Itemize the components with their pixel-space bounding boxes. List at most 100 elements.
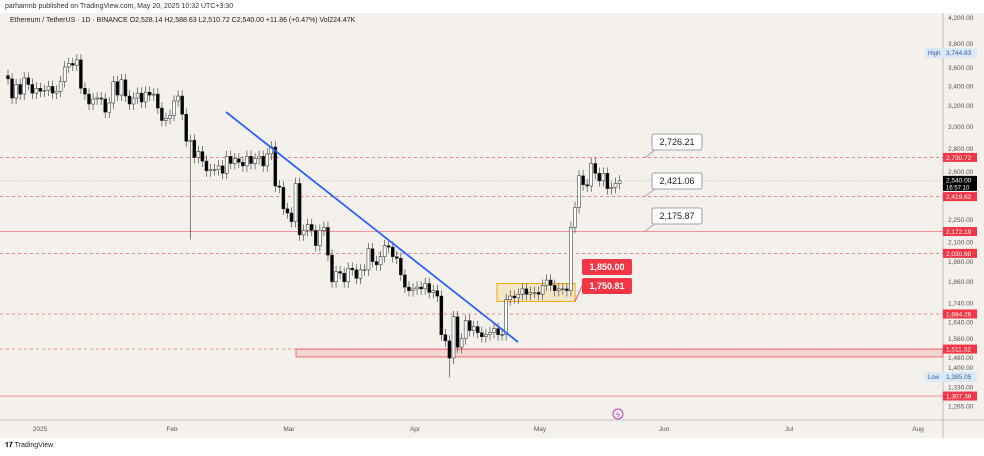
candle-body: [152, 93, 156, 96]
candle-body: [168, 115, 172, 119]
extreme-tag: Low: [928, 375, 940, 381]
candle-body: [107, 102, 111, 113]
candle-body: [67, 63, 71, 68]
candle-body: [103, 98, 107, 113]
candle-body: [83, 88, 87, 95]
candle-body: [524, 288, 529, 295]
candle-body: [156, 93, 160, 109]
candle-body: [79, 59, 83, 89]
time-tick: Mar: [283, 426, 295, 433]
candle-body: [305, 224, 310, 231]
brand-name: TradingView: [14, 442, 54, 449]
candle-body: [342, 272, 346, 283]
candle-body: [548, 279, 553, 286]
range-label-text: 1,850.00: [589, 262, 624, 272]
price-tick: 1,400.00: [948, 365, 974, 372]
candle-body: [91, 98, 95, 105]
candle-body: [589, 163, 593, 187]
candle-body: [354, 269, 359, 279]
candle-body: [172, 100, 176, 116]
candle-body: [613, 183, 618, 188]
candle-body: [338, 271, 342, 274]
candle-body: [257, 156, 261, 159]
candle-body: [208, 169, 213, 172]
level-label: 1,307.39: [946, 394, 972, 401]
candle-body: [488, 332, 492, 335]
price-chart[interactable]: 4,200.00 3,800.00 3,600.00 3,400.00 3,200.00…: [0, 0, 984, 440]
candle-body: [119, 79, 124, 96]
time-tick: May: [534, 426, 547, 433]
candle-body: [301, 230, 306, 236]
candle-body: [496, 328, 500, 335]
candle-body: [370, 248, 375, 262]
price-tick: 3,400.00: [948, 83, 974, 90]
candle-body: [573, 207, 577, 228]
candle-body: [26, 77, 30, 85]
candle-body: [14, 84, 18, 99]
candle-body: [597, 173, 602, 182]
candle-body: [261, 156, 265, 167]
candle-body: [395, 256, 399, 259]
level-label: 1,511.32: [946, 347, 971, 354]
candle-body: [435, 290, 440, 297]
candle-body: [455, 316, 460, 348]
candle-body: [160, 107, 164, 121]
candle-body: [378, 256, 383, 266]
level-badge: [943, 344, 977, 354]
price-tick: 1,740.00: [948, 300, 974, 307]
candle-body: [382, 245, 387, 257]
candle-body: [58, 81, 63, 92]
candle-body: [143, 91, 148, 103]
candle-body: [508, 295, 512, 300]
candle-body: [601, 173, 606, 182]
candle-body: [391, 246, 395, 257]
callout-pointer: [644, 148, 657, 159]
candle-body: [492, 328, 496, 333]
support-zone: [295, 348, 944, 358]
candle-body: [569, 227, 573, 291]
candle-body: [346, 267, 350, 283]
candle-body: [30, 84, 35, 94]
level-label: 2,172.19: [946, 229, 972, 236]
candle-body: [115, 81, 120, 96]
candle-body: [289, 212, 294, 222]
price-tick: 1,265.00: [948, 404, 974, 411]
candle-body: [139, 92, 144, 103]
range-label-pointer: [574, 285, 583, 302]
range-label-badge: [582, 259, 632, 275]
candle-body: [407, 286, 411, 291]
time-tick: Apr: [410, 426, 421, 433]
candle-body: [362, 269, 367, 271]
downtrend-line: [225, 111, 519, 343]
candle-body: [423, 283, 427, 290]
candle-body: [427, 283, 431, 293]
candle-body: [544, 279, 549, 286]
level-label: 2,730.72: [946, 155, 972, 162]
price-callout-text: 2,726.21: [659, 137, 694, 147]
candle-body: [285, 208, 290, 214]
candle-body: [532, 292, 537, 294]
candle-body: [310, 224, 314, 231]
candle-body: [18, 84, 22, 95]
candle-body: [419, 286, 423, 290]
candle-body: [561, 288, 565, 290]
candle-body: [528, 292, 533, 295]
callout-pointer: [644, 187, 657, 197]
candle-body: [512, 295, 516, 299]
candle-body: [484, 334, 488, 337]
tradingview-logo[interactable]: 𝟏𝟕 TradingView: [5, 442, 54, 449]
candle-body: [135, 92, 140, 99]
candle-body: [322, 227, 326, 231]
candle-body: [99, 97, 103, 100]
price-tick: 2,600.00: [948, 169, 974, 176]
candle-body: [38, 88, 43, 92]
candle-body: [565, 288, 569, 291]
price-tick: 1,860.00: [948, 279, 974, 286]
extreme-badge: [925, 48, 977, 58]
chart-frame[interactable]: [0, 13, 984, 438]
candle-body: [249, 156, 253, 164]
candle-body: [399, 258, 403, 276]
price-tick: 2,250.00: [948, 217, 974, 224]
candle-body: [480, 332, 484, 337]
candle-body: [87, 93, 91, 105]
